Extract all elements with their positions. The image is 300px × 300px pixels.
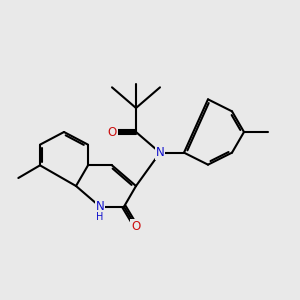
Text: O: O <box>107 125 117 139</box>
Text: N: N <box>156 146 164 159</box>
Text: O: O <box>131 220 141 233</box>
Text: H: H <box>96 212 104 222</box>
Text: N: N <box>96 200 104 213</box>
